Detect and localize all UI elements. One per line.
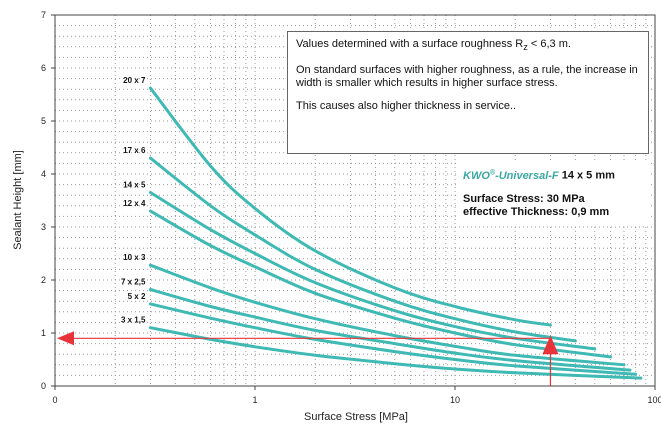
thickness-note: This causes also higher thickness in ser… <box>296 100 517 113</box>
y-tick-label: 1 <box>41 328 46 338</box>
roughness-note-tail: < 6,3 m. <box>527 38 571 50</box>
series-label-6: 5 x 2 <box>128 292 146 301</box>
stress-arrow-head <box>542 335 559 355</box>
product-size: 14 x 5 mm <box>558 169 615 182</box>
series-label-4: 10 x 3 <box>123 253 146 262</box>
series-label-5: 7 x 2,5 <box>121 278 146 287</box>
registered-mark: ® <box>489 169 496 176</box>
effective-thickness-label: effective Thickness: 0,9 mm <box>463 205 610 218</box>
brand-suffix: -Universal-F <box>495 169 559 182</box>
width-note: On standard surfaces with higher roughne… <box>296 64 638 90</box>
plot-frame <box>54 14 656 387</box>
roughness-note-box: Values determined with a surface roughne… <box>287 31 649 154</box>
series-line-5 <box>148 288 632 372</box>
y-tick-label: 3 <box>41 222 46 232</box>
x-axis-title: Surface Stress [MPa] <box>304 411 408 423</box>
series-labels: 20 x 7 17 x 6 14 x 5 12 x 4 10 x 3 7 x 2,5 5 x… <box>121 76 146 325</box>
x-tick-label: 0 <box>52 395 57 405</box>
series-label-2: 14 x 5 <box>123 181 146 190</box>
y-tick-label: 2 <box>41 275 46 285</box>
product-info-box: KWO®-Universal-F 14 x 5 mm Surface Stres… <box>459 160 649 225</box>
roughness-subscript: z <box>523 42 528 53</box>
y-axis-title: Sealant Height [mm] <box>12 150 24 250</box>
series-line-0 <box>148 86 552 327</box>
x-tick-label: 100 <box>647 395 661 405</box>
axes: 0 1 2 3 4 5 6 7 0 1 10 100 <box>41 10 661 405</box>
roughness-note-text: Values determined with a surface roughne… <box>296 38 524 50</box>
series-line-4 <box>148 263 626 367</box>
series-line-2 <box>148 191 597 351</box>
roughness-note: Values determined with a surface roughne… <box>296 38 640 54</box>
series-label-0: 20 x 7 <box>123 76 146 85</box>
series-line-1 <box>148 156 577 343</box>
thickness-arrow-head <box>57 331 74 346</box>
y-tick-label: 4 <box>41 169 46 179</box>
series-line-6 <box>148 302 638 376</box>
series-line-7 <box>148 326 643 380</box>
reference-lines <box>57 331 559 386</box>
product-title: KWO®-Universal-F 14 x 5 mm <box>463 166 645 183</box>
brand-name: KWO <box>463 169 490 182</box>
y-tick-label: 6 <box>41 63 46 73</box>
product-brand: KWO®-Universal-F <box>463 169 559 182</box>
series-label-3: 12 x 4 <box>123 199 146 208</box>
y-tick-label: 7 <box>41 10 46 20</box>
series-label-7: 3 x 1,5 <box>121 316 146 325</box>
x-tick-label: 10 <box>450 395 460 405</box>
y-tick-label: 0 <box>41 381 46 391</box>
y-tick-label: 5 <box>41 116 46 126</box>
series-label-1: 17 x 6 <box>123 146 146 155</box>
x-tick-label: 1 <box>252 395 257 405</box>
surface-stress-label: Surface Stress: 30 MPa <box>463 192 585 205</box>
series-lines <box>148 86 643 380</box>
series-line-3 <box>148 209 613 359</box>
